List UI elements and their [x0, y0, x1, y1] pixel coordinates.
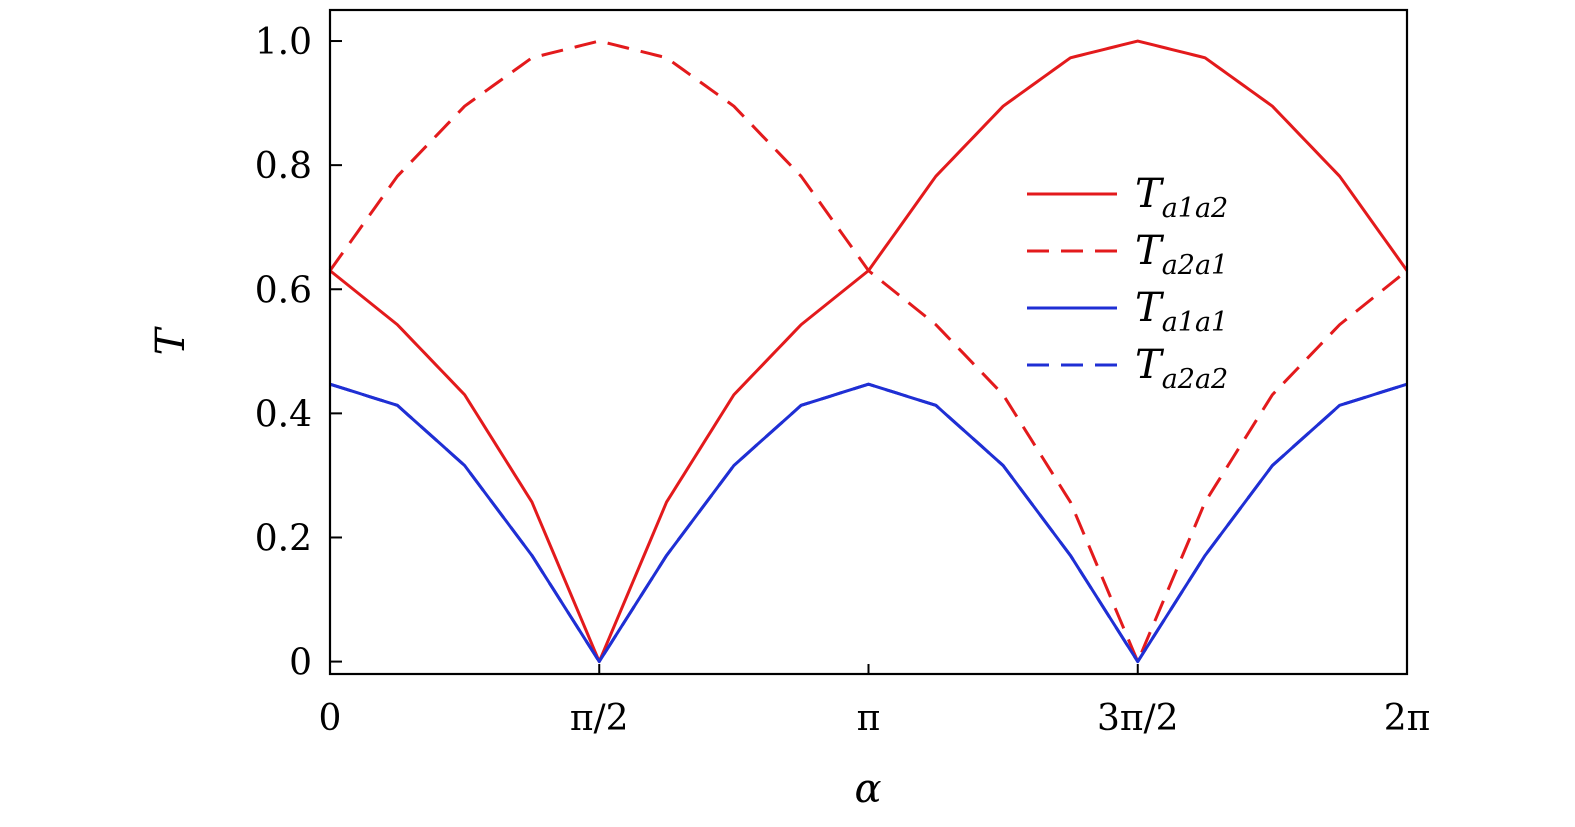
x-tick-label: π/2	[570, 698, 629, 739]
y-tick-label: 0	[289, 643, 312, 684]
series-line-Ta1a2	[329, 39, 1409, 664]
legend-label-Ta2a2: Ta2a2	[1135, 342, 1228, 395]
x-axis-label: α	[854, 766, 881, 812]
x-tick-label: 0	[319, 698, 342, 739]
x-tick-label: 2π	[1384, 698, 1431, 739]
y-tick-label: 1.0	[255, 22, 312, 63]
x-tick-label: π	[857, 698, 881, 739]
y-axis-label: T	[148, 325, 194, 355]
series-line-Ta2a2	[329, 382, 1408, 664]
x-tick-label: 3π/2	[1097, 698, 1179, 739]
y-tick-label: 0.8	[255, 146, 312, 187]
y-tick-label: 0.2	[255, 518, 312, 559]
plot-frame	[328, 8, 1409, 676]
y-tick-label: 0.4	[255, 394, 312, 435]
legend-label-Ta1a1: Ta1a1	[1135, 285, 1228, 338]
legend-label-Ta1a2: Ta1a2	[1135, 171, 1228, 224]
ticks-layer: 0 π/2 π 3π/2 2π 0 0.2 0.4 0.6 0.8 1.0	[255, 22, 1431, 739]
legend-label-Ta2a1: Ta2a1	[1135, 228, 1228, 281]
series-line-Ta2a1	[328, 39, 1408, 664]
series-line-Ta1a1	[329, 382, 1408, 664]
y-tick-label: 0.6	[255, 270, 312, 311]
series-layer	[328, 39, 1409, 664]
